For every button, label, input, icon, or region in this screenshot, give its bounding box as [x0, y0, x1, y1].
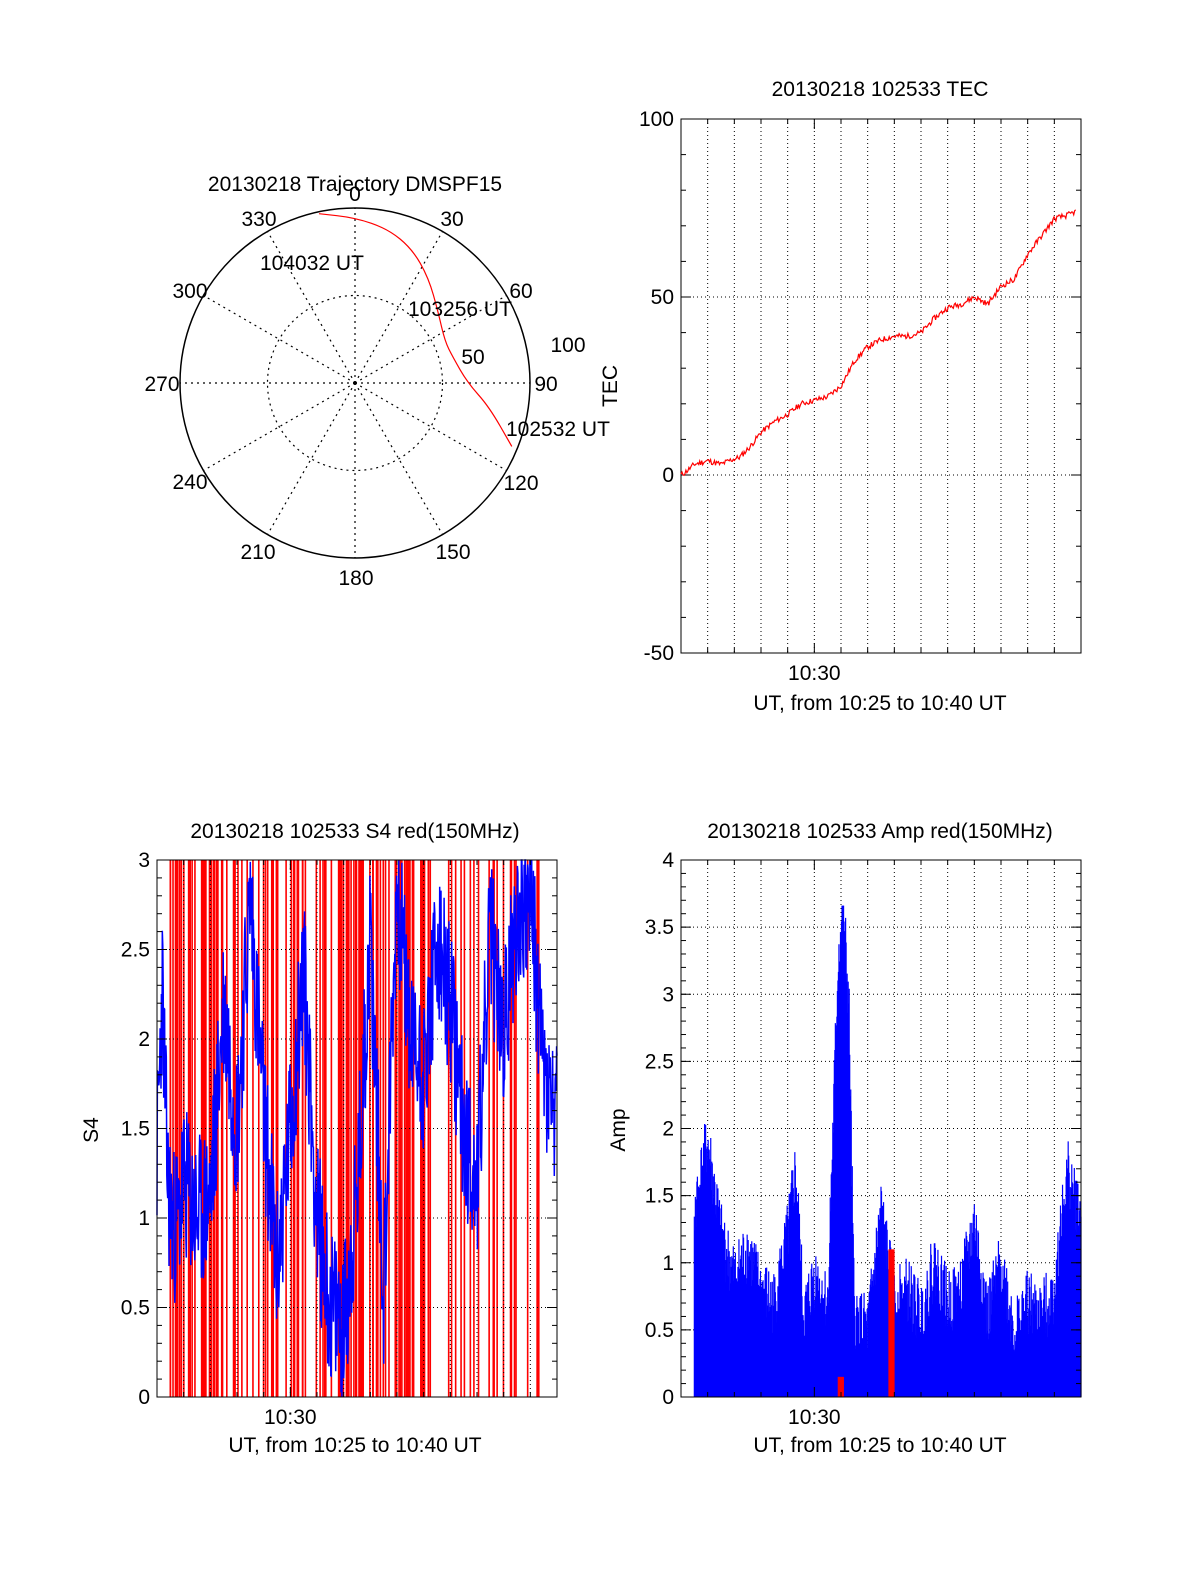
s4-xlabel: UT, from 10:25 to 10:40 UT [228, 1434, 481, 1457]
ytick-label: 1.5 [645, 1185, 674, 1208]
ring-label-100: 100 [550, 334, 585, 357]
polar-spoke [354, 294, 507, 384]
amp-grid [681, 859, 1081, 1398]
ytick-label: 3 [662, 983, 674, 1006]
tec-grid [681, 118, 1081, 654]
tec-title: 20130218 102533 TEC [772, 78, 989, 101]
trajectory-polar-plot: 20130218 Trajectory DMSPF15 0 30 60 90 120 15… [144, 173, 610, 590]
amp-xlabel: UT, from 10:25 to 10:40 UT [753, 1434, 1006, 1457]
tec-tick-labels: -50 0 50 100 10:30 [639, 108, 1082, 685]
ytick-label: 100 [639, 108, 674, 131]
ytick-label: 4 [662, 849, 674, 872]
azimuth-label-30: 30 [440, 208, 463, 231]
xtick-label: 10:30 [788, 662, 841, 685]
tec-xlabel: UT, from 10:25 to 10:40 UT [753, 692, 1006, 715]
tec-series-line [680, 209, 1077, 477]
annotation-104032: 104032 UT [260, 252, 364, 275]
azimuth-label-240: 240 [172, 471, 207, 494]
annotation-102532: 102532 UT [506, 418, 610, 441]
ytick-label: 0.5 [121, 1297, 150, 1320]
amp-tick-labels: 0 0.5 1 1.5 2 2.5 3 3.5 4 10:30 [645, 849, 1082, 1429]
azimuth-label-60: 60 [509, 280, 532, 303]
amp-title: 20130218 102533 Amp red(150MHz) [707, 820, 1053, 843]
ytick-label: 3.5 [645, 916, 674, 939]
xtick-label: 10:30 [264, 1406, 317, 1429]
polar-spoke [354, 231, 444, 384]
polar-spoke [354, 382, 507, 472]
s4-title: 20130218 102533 S4 red(150MHz) [190, 820, 519, 843]
ytick-label: 2 [138, 1028, 150, 1051]
azimuth-label-300: 300 [172, 280, 207, 303]
ytick-label: 2.5 [645, 1050, 674, 1073]
azimuth-label-210: 210 [240, 541, 275, 564]
polar-spoke [354, 382, 444, 535]
tec-plot: 20130218 102533 TEC -50 0 50 100 10:30 TEC U… [599, 78, 1082, 715]
s4-tick-labels: 0 0.5 1 1.5 2 2.5 3 10:30 [121, 849, 558, 1429]
s4-plot: 20130218 102533 S4 red(150MHz) 0 0.5 1 1.5 2… [80, 820, 558, 1457]
azimuth-label-330: 330 [241, 208, 276, 231]
ytick-label: 50 [651, 286, 674, 309]
azimuth-label-150: 150 [435, 541, 470, 564]
ytick-label: 0 [662, 1386, 674, 1409]
amp-bars [693, 905, 1082, 1397]
ytick-label: 1 [138, 1207, 150, 1230]
polar-spoke [203, 294, 356, 384]
amp-ylabel: Amp [607, 1108, 630, 1151]
s4-series-line [156, 859, 558, 1398]
ring-label-50: 50 [461, 346, 484, 369]
tec-axes-frame [680, 118, 1082, 654]
ytick-label: 2.5 [121, 939, 150, 962]
ytick-label: 3 [138, 849, 150, 872]
polar-inner-ring [266, 294, 444, 472]
tec-ylabel: TEC [599, 365, 622, 407]
azimuth-label-180: 180 [338, 567, 373, 590]
azimuth-label-0: 0 [349, 183, 361, 206]
trajectory-track [318, 213, 513, 447]
azimuth-label-270: 270 [144, 373, 179, 396]
ytick-label: -50 [644, 642, 674, 665]
s4-ylabel: S4 [80, 1117, 103, 1143]
polar-grid [179, 207, 531, 559]
polar-title: 20130218 Trajectory DMSPF15 [208, 173, 502, 196]
polar-spoke [266, 231, 356, 384]
ytick-label: 2 [662, 1118, 674, 1141]
annotation-103256: 103256 UT [408, 298, 512, 321]
azimuth-label-90: 90 [534, 373, 557, 396]
ytick-label: 0 [662, 464, 674, 487]
azimuth-label-120: 120 [503, 472, 538, 495]
xtick-label: 10:30 [788, 1406, 841, 1429]
amp-plot: 20130218 102533 Amp red(150MHz) 0 0.5 1 1.5… [607, 820, 1082, 1457]
polar-spoke [266, 382, 356, 535]
polar-spoke [203, 382, 356, 472]
ytick-label: 1 [662, 1252, 674, 1275]
ytick-label: 0.5 [645, 1319, 674, 1342]
ytick-label: 1.5 [121, 1118, 150, 1141]
ytick-label: 0 [138, 1386, 150, 1409]
polar-labels: 0 30 60 90 120 150 180 210 240 270 300 330 50 100 [144, 183, 585, 590]
